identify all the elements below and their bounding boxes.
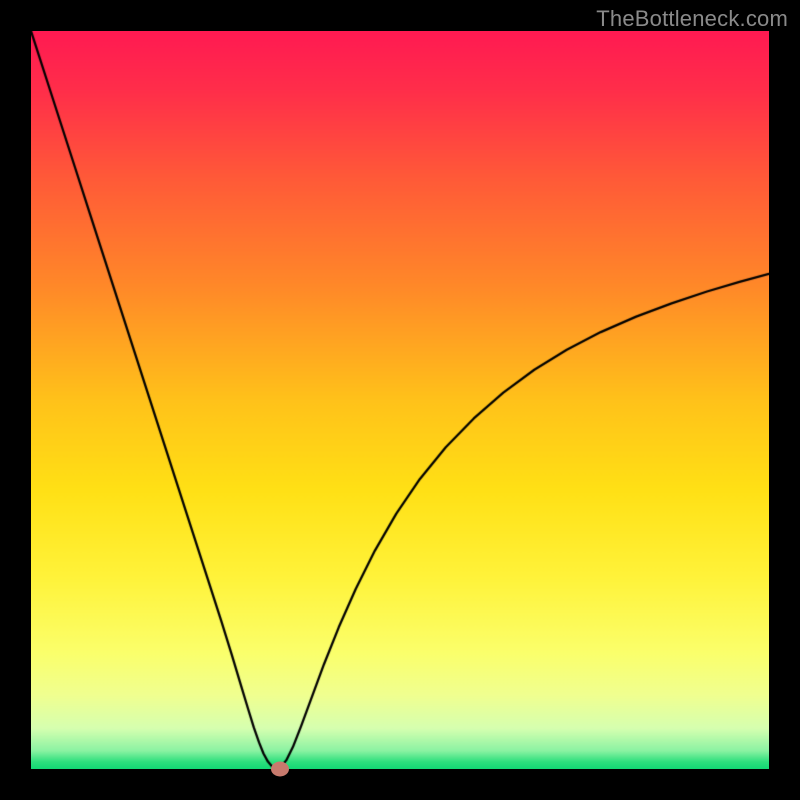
watermark-text: TheBottleneck.com <box>596 6 788 32</box>
chart-plot-area <box>31 31 769 769</box>
optimum-marker <box>271 762 289 777</box>
bottleneck-curve <box>31 31 769 769</box>
